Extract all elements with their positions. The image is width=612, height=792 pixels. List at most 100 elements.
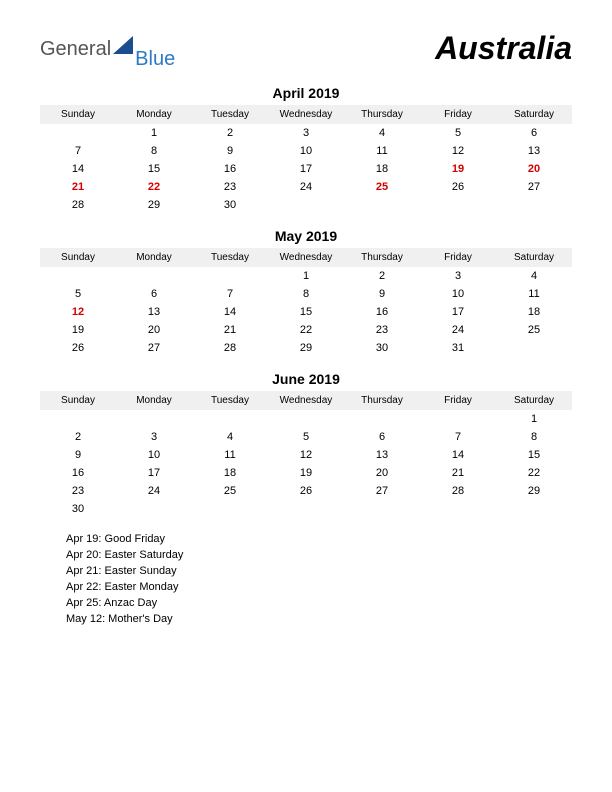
calendar-cell: 18 <box>496 303 572 321</box>
calendar-row: 30 <box>40 500 572 518</box>
calendar-table: SundayMondayTuesdayWednesdayThursdayFrid… <box>40 105 572 214</box>
day-header: Thursday <box>344 105 420 124</box>
calendar-cell <box>268 196 344 214</box>
calendar-cell: 3 <box>420 267 496 285</box>
day-header: Sunday <box>40 105 116 124</box>
logo-triangle-icon <box>113 36 133 54</box>
month-block: June 2019 SundayMondayTuesdayWednesdayThu… <box>40 371 572 518</box>
calendar-cell: 17 <box>268 160 344 178</box>
calendar-cell: 30 <box>192 196 268 214</box>
calendar-cell <box>192 500 268 518</box>
calendar-cell: 2 <box>344 267 420 285</box>
calendar-cell: 1 <box>496 410 572 428</box>
calendar-cell: 19 <box>40 321 116 339</box>
calendar-cell <box>192 267 268 285</box>
calendar-cell: 18 <box>192 464 268 482</box>
calendar-cell: 10 <box>420 285 496 303</box>
day-header: Tuesday <box>192 105 268 124</box>
day-header: Friday <box>420 248 496 267</box>
calendar-cell: 23 <box>40 482 116 500</box>
calendar-cell: 23 <box>344 321 420 339</box>
calendar-cell: 25 <box>192 482 268 500</box>
calendar-cell: 8 <box>268 285 344 303</box>
calendar-cell: 29 <box>116 196 192 214</box>
day-header: Wednesday <box>268 105 344 124</box>
calendar-cell: 7 <box>192 285 268 303</box>
calendar-row: 123456 <box>40 124 572 142</box>
day-header: Thursday <box>344 391 420 410</box>
calendar-cell: 30 <box>344 339 420 357</box>
calendar-cell <box>420 196 496 214</box>
calendar-row: 1 <box>40 410 572 428</box>
calendar-cell <box>268 500 344 518</box>
calendar-cell: 14 <box>192 303 268 321</box>
calendar-cell: 17 <box>420 303 496 321</box>
calendar-cell: 21 <box>192 321 268 339</box>
calendar-cell <box>344 196 420 214</box>
calendar-cell: 6 <box>496 124 572 142</box>
calendar-row: 12131415161718 <box>40 303 572 321</box>
calendar-cell: 15 <box>268 303 344 321</box>
day-header: Friday <box>420 391 496 410</box>
calendar-row: 78910111213 <box>40 142 572 160</box>
calendar-cell: 26 <box>420 178 496 196</box>
calendar-cell <box>344 500 420 518</box>
calendar-cell: 29 <box>268 339 344 357</box>
calendar-cell: 22 <box>268 321 344 339</box>
calendar-cell: 20 <box>496 160 572 178</box>
calendar-cell <box>116 500 192 518</box>
calendar-cell: 24 <box>420 321 496 339</box>
calendar-cell: 11 <box>192 446 268 464</box>
calendar-cell <box>40 124 116 142</box>
calendar-cell <box>116 410 192 428</box>
calendar-table: SundayMondayTuesdayWednesdayThursdayFrid… <box>40 391 572 518</box>
calendar-cell: 31 <box>420 339 496 357</box>
month-block: April 2019SundayMondayTuesdayWednesdayTh… <box>40 85 572 214</box>
logo: General Blue <box>40 39 179 59</box>
calendar-cell <box>116 267 192 285</box>
calendar-cell: 25 <box>344 178 420 196</box>
day-header: Tuesday <box>192 391 268 410</box>
calendar-cell: 8 <box>496 428 572 446</box>
calendar-cell <box>40 410 116 428</box>
calendar-cell: 5 <box>268 428 344 446</box>
calendar-row: 21222324252627 <box>40 178 572 196</box>
month-title: June 2019 <box>40 371 572 387</box>
calendar-cell: 11 <box>496 285 572 303</box>
calendar-cell: 24 <box>116 482 192 500</box>
calendar-cell <box>496 196 572 214</box>
calendar-cell: 26 <box>40 339 116 357</box>
calendar-cell: 27 <box>344 482 420 500</box>
holiday-item: Apr 25: Anzac Day <box>66 596 572 612</box>
calendar-cell: 10 <box>116 446 192 464</box>
calendar-cell: 12 <box>40 303 116 321</box>
calendar-cell: 3 <box>116 428 192 446</box>
calendar-cell: 13 <box>496 142 572 160</box>
calendar-cell: 21 <box>40 178 116 196</box>
calendar-cell: 26 <box>268 482 344 500</box>
calendar-row: 14151617181920 <box>40 160 572 178</box>
calendar-cell: 27 <box>116 339 192 357</box>
calendar-row: 23242526272829 <box>40 482 572 500</box>
calendar-cell: 7 <box>40 142 116 160</box>
calendar-cell: 5 <box>420 124 496 142</box>
calendar-cell: 12 <box>268 446 344 464</box>
day-header: Tuesday <box>192 248 268 267</box>
month-title: May 2019 <box>40 228 572 244</box>
day-header: Sunday <box>40 248 116 267</box>
calendar-row: 16171819202122 <box>40 464 572 482</box>
logo-text-blue: Blue <box>135 49 175 69</box>
holiday-list: Apr 19: Good FridayApr 20: Easter Saturd… <box>40 532 572 628</box>
calendar-cell: 9 <box>40 446 116 464</box>
calendar-cell: 24 <box>268 178 344 196</box>
calendar-cell: 21 <box>420 464 496 482</box>
country-title: Australia <box>435 30 572 67</box>
calendar-cell: 17 <box>116 464 192 482</box>
day-header: Wednesday <box>268 248 344 267</box>
calendar-cell <box>496 500 572 518</box>
calendar-row: 567891011 <box>40 285 572 303</box>
header: General Blue Australia <box>40 30 572 67</box>
calendar-cell: 29 <box>496 482 572 500</box>
calendar-cell: 13 <box>344 446 420 464</box>
calendar-cell <box>420 410 496 428</box>
